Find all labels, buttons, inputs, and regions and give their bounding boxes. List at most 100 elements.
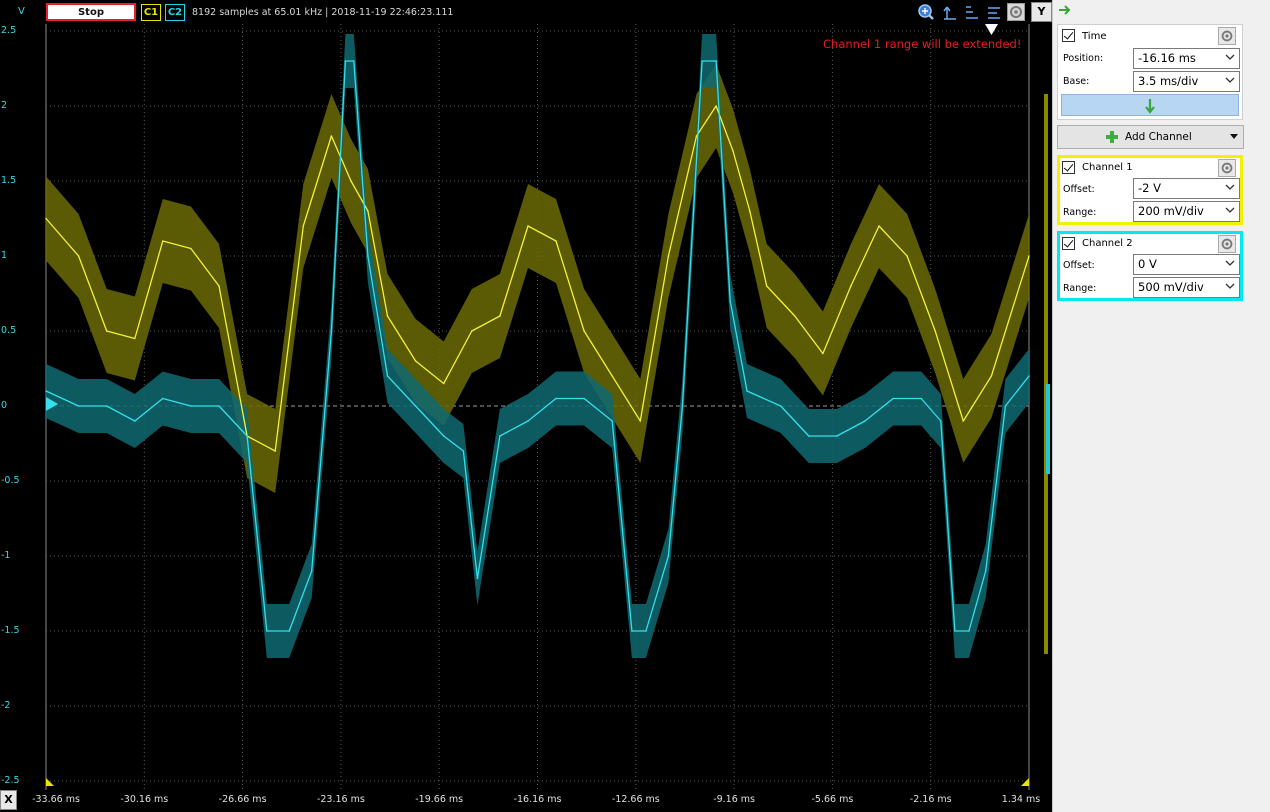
channel-2-enable-checkbox[interactable] — [1062, 237, 1075, 250]
plus-icon — [1106, 131, 1118, 143]
channel-1-offset-dropdown[interactable]: -2 V — [1133, 178, 1240, 199]
x-axis-button[interactable]: X — [0, 790, 17, 810]
arrow-down-icon — [1145, 99, 1155, 114]
channel-1-offset-label: Offset: — [1063, 184, 1095, 195]
series-1-point — [583, 330, 585, 332]
expand-arrow-icon[interactable] — [1058, 4, 1072, 16]
time-settings-gear-icon[interactable] — [1218, 27, 1236, 45]
series-1-point — [639, 420, 642, 422]
x-start-marker-icon — [46, 778, 54, 786]
series-2-point — [105, 405, 108, 407]
series-1-point — [695, 135, 698, 137]
series-2-point — [984, 570, 987, 572]
series-1-point — [190, 247, 192, 250]
channel-1-enable-checkbox[interactable] — [1062, 161, 1075, 174]
channel-2-range-dropdown[interactable]: 500 mV/div — [1133, 277, 1240, 298]
series-1-point — [386, 315, 389, 317]
overlay-icon[interactable] — [985, 3, 1003, 21]
series-2-point — [414, 405, 417, 407]
series-1-point — [442, 382, 445, 385]
chevron-down-icon — [1225, 207, 1235, 213]
series-2-point — [462, 450, 465, 452]
chevron-down-icon — [1225, 283, 1235, 289]
series-2-point — [729, 300, 731, 302]
series-2-point — [920, 397, 922, 400]
series-2-point — [288, 630, 291, 632]
series-1-point — [934, 330, 936, 332]
series-1-point — [218, 285, 220, 287]
series-1-point — [274, 450, 277, 452]
range-warning: Channel 1 range will be extended! — [823, 37, 1022, 51]
series-2-point — [583, 397, 585, 400]
series-1-point — [906, 255, 908, 257]
series-2-point — [353, 60, 355, 62]
base-value: 3.5 ms/div — [1138, 74, 1199, 88]
add-channel-button[interactable]: Add Channel — [1057, 125, 1244, 149]
apply-time-button[interactable] — [1061, 94, 1239, 116]
series-1-point — [77, 255, 80, 257]
series-1-point — [990, 375, 993, 377]
trigger-position-marker-icon[interactable] — [985, 24, 998, 35]
series-1-point — [162, 240, 164, 242]
x-axis-bar — [0, 790, 1052, 812]
series-1-point — [749, 210, 751, 212]
zoom-icon[interactable] — [917, 3, 935, 21]
channel-1-range-dropdown[interactable]: 200 mV/div — [1133, 201, 1240, 222]
series-2-point — [266, 630, 268, 632]
position-value: -16.16 ms — [1138, 51, 1196, 65]
channel-2-range-label: Range: — [1063, 283, 1097, 294]
series-2-point — [386, 375, 389, 377]
cursor-icon[interactable] — [941, 3, 959, 21]
y-tick-label: 0.5 — [1, 325, 17, 336]
x-tick-label: -23.16 ms — [316, 794, 365, 805]
x-tick-label: -2.16 ms — [909, 794, 952, 805]
y-tick-label: 1.5 — [1, 175, 17, 186]
channel-2-offset-value: 0 V — [1138, 257, 1157, 271]
series-1-point — [350, 180, 352, 182]
channel-2-range-value: 500 mV/div — [1138, 280, 1204, 294]
series-1-point — [878, 225, 880, 227]
base-dropdown[interactable]: 3.5 ms/div — [1133, 71, 1240, 92]
series-1-trace — [45, 105, 1030, 452]
series-2-point — [442, 435, 445, 437]
y-axis-button[interactable]: Y — [1031, 2, 1052, 22]
settings-icon[interactable] — [1007, 3, 1025, 21]
channel-1-settings-gear-icon[interactable] — [1218, 159, 1236, 177]
channel-2-settings-gear-icon[interactable] — [1218, 235, 1236, 253]
series-1-point — [765, 285, 768, 287]
ch2-offset-marker-icon[interactable] — [46, 397, 58, 411]
acquisition-status: 8192 samples at 65.01 kHz | 2018-11-19 2… — [192, 7, 454, 18]
chevron-down-icon[interactable] — [1230, 134, 1238, 139]
ch2-histogram-strip — [1046, 384, 1050, 474]
y-tick-label: -2 — [1, 700, 11, 711]
series-1-point — [367, 210, 369, 212]
stop-button[interactable]: Stop — [46, 3, 136, 21]
x-tick-label: -30.16 ms — [120, 794, 169, 805]
time-enable-checkbox[interactable] — [1062, 29, 1075, 42]
series-2-point — [190, 405, 192, 407]
series-1-point — [850, 285, 852, 287]
series-1-point — [962, 420, 965, 422]
series-2-point — [1004, 405, 1007, 407]
series-2-point — [476, 577, 479, 580]
series-2-point — [681, 405, 684, 407]
x-end-marker-icon — [1021, 778, 1029, 786]
series-2-point — [808, 435, 810, 437]
channel-2-toggle[interactable]: C2 — [165, 4, 185, 21]
series-2-point — [367, 255, 369, 257]
channel-2-offset-dropdown[interactable]: 0 V — [1133, 254, 1240, 275]
series-2-point — [701, 60, 703, 62]
series-1-point — [499, 315, 501, 317]
series-1-point — [715, 105, 717, 107]
series-2-point — [611, 420, 613, 422]
series-1-point — [45, 217, 47, 220]
baseline-icon[interactable] — [963, 3, 981, 21]
x-tick-label: -16.16 ms — [513, 794, 562, 805]
series-1-point — [414, 360, 417, 362]
series-1-point — [105, 330, 108, 332]
oscilloscope-plot[interactable] — [0, 24, 1052, 790]
x-tick-label: -12.66 ms — [611, 794, 660, 805]
position-dropdown[interactable]: -16.16 ms — [1133, 48, 1240, 69]
ch1-histogram-strip — [1044, 94, 1048, 654]
channel-1-toggle[interactable]: C1 — [141, 4, 161, 21]
